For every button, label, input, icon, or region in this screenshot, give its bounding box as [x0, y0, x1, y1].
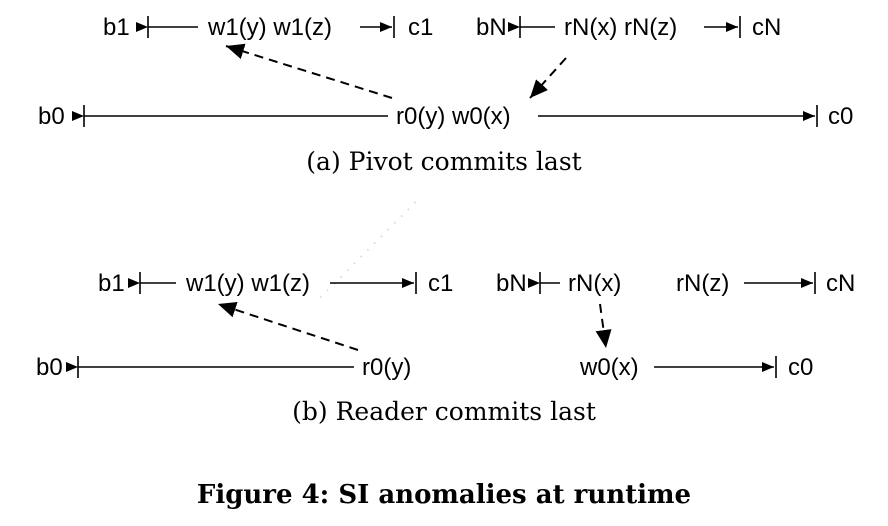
txnN-read-z-label: rN(z): [676, 270, 729, 297]
txn0-commit-label: c0: [828, 103, 853, 130]
watermark: · · · · · · · · · · · · · · ·: [313, 195, 424, 306]
txn0-timeline: b0 r0(y) w0(x) c0: [36, 354, 813, 381]
txnN-begin-label: bN: [476, 14, 507, 41]
txn0-timeline: b0 r0(y) w0(x) c0: [38, 103, 853, 130]
txn1-commit-label: c1: [428, 270, 453, 297]
rw-dependency-arrow-r0y-to-w1y: [217, 302, 359, 351]
txn1-ops-label: w1(y) w1(z): [207, 14, 332, 41]
txn1-commit-label: c1: [408, 14, 433, 41]
txn0-read-label: r0(y): [362, 354, 411, 381]
txn0-write-label: w0(x): [579, 354, 639, 381]
txn1-ops-label: w1(y) w1(z): [185, 270, 310, 297]
rw-dependency-arrow-r0y-to-w1y: [225, 43, 393, 99]
txnN-read-x-label: rN(x): [568, 270, 621, 297]
txn1-begin-label: b1: [103, 14, 130, 41]
txnN-timeline: bN rN(x) rN(z) cN: [496, 270, 855, 297]
txnN-timeline: bN rN(x) rN(z) cN: [476, 14, 781, 41]
panel-a-caption: (a) Pivot commits last: [306, 147, 581, 176]
txnN-ops-label: rN(x) rN(z): [564, 14, 677, 41]
panel-b-caption: (b) Reader commits last: [292, 397, 596, 426]
txn1-timeline: b1 w1(y) w1(z) c1: [98, 270, 453, 297]
txn1-timeline: b1 w1(y) w1(z) c1: [103, 14, 433, 41]
svg-text:· · · · · · · · · · · · · · ·: · · · · · · · · · · · · · · ·: [313, 195, 424, 306]
txn0-commit-label: c0: [788, 354, 813, 381]
txn0-begin-label: b0: [36, 354, 63, 381]
panel-b: b1 w1(y) w1(z) c1 bN rN(x) rN(z) cN b0 r…: [36, 270, 855, 426]
txn0-ops-label: r0(y) w0(x): [396, 103, 511, 130]
txn1-begin-label: b1: [98, 270, 125, 297]
txnN-begin-label: bN: [496, 270, 527, 297]
rw-dependency-arrow-rNx-to-w0x: [595, 303, 612, 349]
txnN-commit-label: cN: [826, 270, 855, 297]
txn0-begin-label: b0: [38, 103, 65, 130]
rw-dependency-arrow-rNx-to-w0x: [529, 57, 567, 99]
txnN-commit-label: cN: [752, 14, 781, 41]
figure-caption: Figure 4: SI anomalies at runtime: [197, 480, 691, 510]
panel-a: b1 w1(y) w1(z) c1 bN rN(x) rN(z) cN b0 r…: [38, 14, 853, 176]
